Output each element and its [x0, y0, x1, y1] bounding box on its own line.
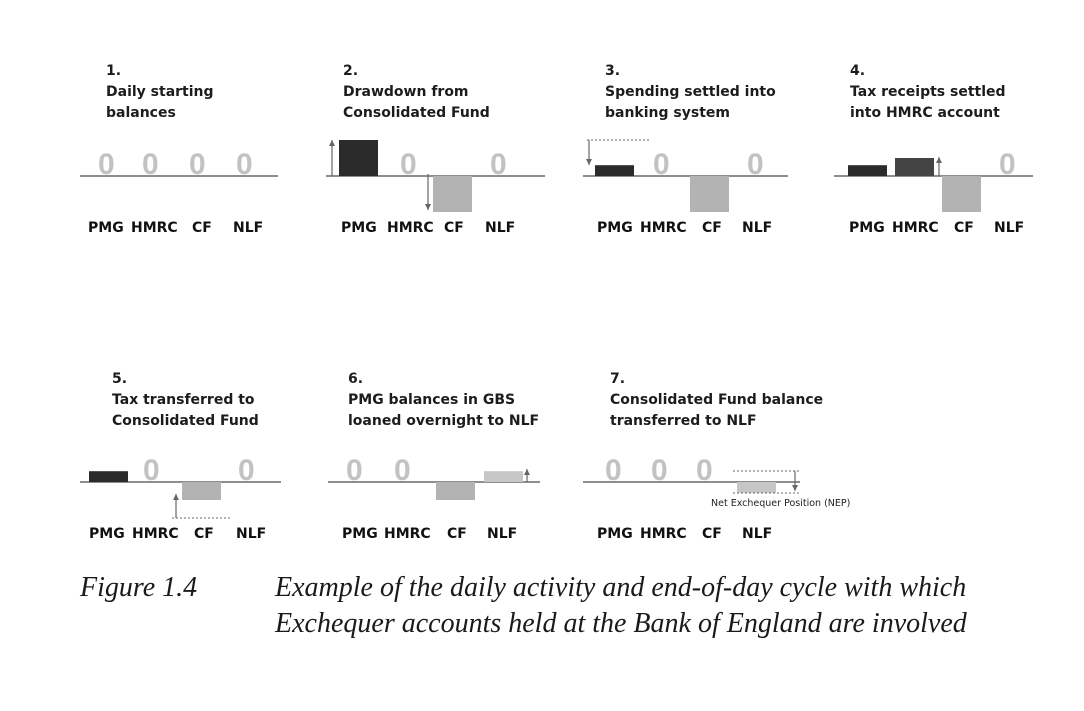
zero-balance-nlf: 0	[490, 148, 507, 181]
account-label-nlf: NLF	[742, 526, 772, 542]
zero-balance-hmrc: 0	[394, 454, 411, 487]
panel-7: 7. Consolidated Fund balance transferred t…	[583, 371, 850, 542]
account-label-pmg: PMG	[342, 526, 378, 542]
tax-transfer-up-arrow	[173, 494, 179, 518]
account-label-cf: CF	[447, 526, 467, 542]
account-label-pmg: PMG	[597, 220, 633, 236]
balance-bar-cf	[690, 176, 729, 212]
balance-bar-nlf	[737, 482, 776, 493]
panel-title-line: PMG balances in GBS	[348, 392, 515, 408]
account-label-cf: CF	[194, 526, 214, 542]
balance-bar-nlf	[484, 471, 523, 482]
panel-title-line: balances	[106, 105, 176, 121]
panel-number: 6.	[348, 371, 363, 387]
account-label-cf: CF	[954, 220, 974, 236]
zero-balance-hmrc: 0	[142, 148, 159, 181]
figure-caption-line-2: Exchequer accounts held at the Bank of E…	[274, 608, 968, 639]
account-label-cf: CF	[702, 526, 722, 542]
account-label-pmg: PMG	[341, 220, 377, 236]
account-label-pmg: PMG	[89, 526, 125, 542]
panel-title-line: transferred to NLF	[610, 413, 757, 429]
account-label-hmrc: HMRC	[132, 526, 179, 542]
panel-title-line: loaned overnight to NLF	[348, 413, 539, 429]
balance-bar-pmg	[848, 165, 887, 176]
panel-number: 1.	[106, 63, 121, 79]
panel-title-line: Spending settled into	[605, 84, 776, 100]
balance-bar-pmg	[339, 140, 378, 176]
panel-title-line: Drawdown from	[343, 84, 469, 100]
panel-title-line: banking system	[605, 105, 730, 121]
account-label-pmg: PMG	[597, 526, 633, 542]
account-label-cf: CF	[702, 220, 722, 236]
account-label-nlf: NLF	[487, 526, 517, 542]
account-label-hmrc: HMRC	[640, 526, 687, 542]
zero-balance-nlf: 0	[999, 148, 1016, 181]
panel-number: 3.	[605, 63, 620, 79]
balance-bar-cf	[942, 176, 981, 212]
account-label-hmrc: HMRC	[892, 220, 939, 236]
zero-balance-pmg: 0	[605, 454, 622, 487]
zero-balance-pmg: 0	[346, 454, 363, 487]
account-label-nlf: NLF	[742, 220, 772, 236]
zero-balance-pmg: 0	[98, 148, 115, 181]
drawdown-down-arrow	[425, 174, 431, 210]
spending-down-arrow	[586, 140, 592, 165]
panel-title-line: Consolidated Fund	[112, 413, 259, 429]
nep-annotation: Net Exchequer Position (NEP)	[711, 498, 850, 509]
account-label-hmrc: HMRC	[640, 220, 687, 236]
panel-title-line: into HMRC account	[850, 105, 1000, 121]
zero-balance-cf: 0	[696, 454, 713, 487]
panel-number: 4.	[850, 63, 865, 79]
balance-bar-cf	[182, 482, 221, 500]
account-label-pmg: PMG	[88, 220, 124, 236]
zero-balance-nlf: 0	[747, 148, 764, 181]
panel-title-line: Consolidated Fund balance	[610, 392, 823, 408]
account-label-hmrc: HMRC	[387, 220, 434, 236]
account-label-nlf: NLF	[994, 220, 1024, 236]
drawdown-up-arrow	[329, 140, 335, 176]
panel-title-line: Tax transferred to	[112, 392, 255, 408]
figure-number: Figure 1.4	[79, 572, 197, 603]
panel-3: 3. Spending settled into banking system 0 0 P…	[583, 63, 788, 236]
zero-balance-nlf: 0	[238, 454, 255, 487]
zero-balance-cf: 0	[189, 148, 206, 181]
balance-bar-pmg	[89, 471, 128, 482]
account-label-hmrc: HMRC	[384, 526, 431, 542]
zero-balance-nlf: 0	[236, 148, 253, 181]
tax-receipt-up-arrow	[936, 157, 942, 176]
panel-title-line: Daily starting	[106, 84, 214, 100]
account-label-nlf: NLF	[233, 220, 263, 236]
balance-bar-cf	[433, 176, 472, 212]
loan-up-arrow	[524, 469, 530, 482]
nep-down-arrow	[792, 471, 798, 491]
balance-bar-cf	[436, 482, 475, 500]
balance-bar-hmrc	[895, 158, 934, 176]
zero-balance-hmrc: 0	[143, 454, 160, 487]
account-label-nlf: NLF	[485, 220, 515, 236]
zero-balance-hmrc: 0	[653, 148, 670, 181]
panel-5: 5. Tax transferred to Consolidated Fund 0 0 P…	[80, 371, 281, 542]
panel-number: 2.	[343, 63, 358, 79]
balance-bar-pmg	[595, 165, 634, 176]
account-label-hmrc: HMRC	[131, 220, 178, 236]
zero-balance-hmrc: 0	[651, 454, 668, 487]
panel-number: 5.	[112, 371, 127, 387]
account-label-cf: CF	[444, 220, 464, 236]
panel-title-line: Consolidated Fund	[343, 105, 490, 121]
zero-balance-hmrc: 0	[400, 148, 417, 181]
panel-4: 4. Tax receipts settled into HMRC account 0…	[834, 63, 1033, 236]
panel-number: 7.	[610, 371, 625, 387]
account-label-pmg: PMG	[849, 220, 885, 236]
account-label-cf: CF	[192, 220, 212, 236]
panel-title-line: Tax receipts settled	[850, 84, 1006, 100]
account-label-nlf: NLF	[236, 526, 266, 542]
figure-caption-line-1: Example of the daily activity and end-of…	[274, 572, 966, 603]
panel-6: 6. PMG balances in GBS loaned overnight to…	[328, 371, 540, 542]
panel-2: 2. Drawdown from Consolidated Fund 0 0 PMG HMR…	[326, 63, 545, 236]
